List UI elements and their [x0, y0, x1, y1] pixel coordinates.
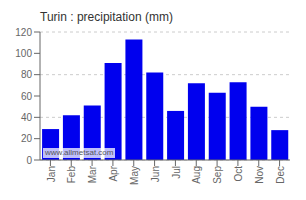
svg-text:60: 60 [21, 91, 33, 102]
html-text:Turin : precipitation (mm): Turin : precipitation (mm) [40, 10, 173, 24]
svg-text:Dec: Dec [275, 166, 286, 184]
svg-text:Oct: Oct [233, 166, 244, 182]
svg-text:Nov: Nov [254, 166, 265, 184]
svg-text:Sep: Sep [212, 166, 223, 184]
svg-text:80: 80 [21, 69, 33, 80]
svg-text:20: 20 [21, 133, 33, 144]
svg-text:Apr: Apr [108, 165, 119, 181]
svg-text:Mar: Mar [87, 165, 98, 183]
svg-text:120: 120 [15, 27, 32, 38]
svg-text:Jun: Jun [150, 166, 161, 182]
svg-text:Feb: Feb [66, 166, 77, 184]
svg-text:100: 100 [15, 48, 32, 59]
svg-text:May: May [129, 166, 140, 185]
svg-text:Aug: Aug [191, 166, 202, 184]
svg-text:Jan: Jan [46, 166, 57, 182]
html-text:www.allmetsat.com: www.allmetsat.com [45, 148, 114, 157]
svg-text:40: 40 [21, 112, 33, 123]
svg-text:0: 0 [26, 155, 32, 166]
svg-text:Jul: Jul [171, 166, 182, 179]
